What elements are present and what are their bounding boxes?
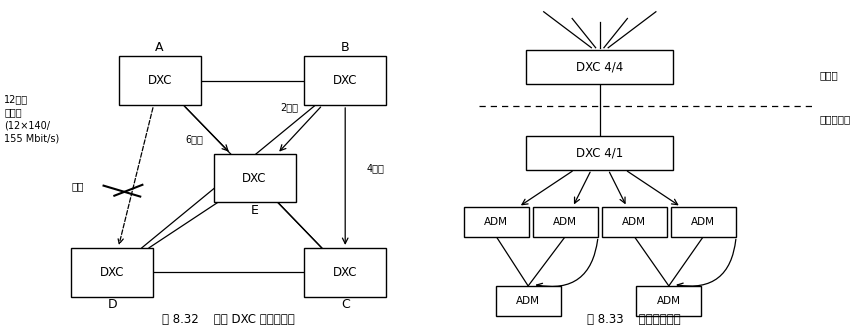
Text: ADM: ADM xyxy=(622,217,646,227)
Text: 长途网: 长途网 xyxy=(820,71,839,81)
Text: ADM: ADM xyxy=(691,217,715,227)
Text: DXC: DXC xyxy=(243,172,267,184)
Bar xyxy=(526,50,673,84)
Text: ADM: ADM xyxy=(516,296,540,306)
Bar xyxy=(305,248,387,296)
Bar xyxy=(671,207,735,237)
Text: 6单位: 6单位 xyxy=(186,134,203,144)
Text: 4单位: 4单位 xyxy=(367,163,384,173)
Text: A: A xyxy=(155,41,164,54)
Text: ADM: ADM xyxy=(553,217,577,227)
Bar xyxy=(305,56,387,105)
Text: DXC: DXC xyxy=(100,266,124,279)
Text: ADM: ADM xyxy=(657,296,681,306)
Bar xyxy=(214,154,295,202)
Text: 切断: 切断 xyxy=(72,181,84,192)
Text: DXC: DXC xyxy=(333,74,357,87)
Text: DXC 4/1: DXC 4/1 xyxy=(576,146,623,159)
Bar xyxy=(495,286,560,316)
Text: D: D xyxy=(107,298,117,311)
Text: C: C xyxy=(341,298,350,311)
Text: B: B xyxy=(341,41,350,54)
Text: 图 8.33    混合保护结构: 图 8.33 混合保护结构 xyxy=(588,313,681,326)
Text: 12单位
业务量
(12×140/
155 Mbit/s): 12单位 业务量 (12×140/ 155 Mbit/s) xyxy=(4,94,60,144)
Bar xyxy=(533,207,597,237)
Bar xyxy=(119,56,200,105)
Text: DXC 4/4: DXC 4/4 xyxy=(576,61,623,74)
Text: ADM: ADM xyxy=(484,217,508,227)
Text: 局间中继网: 局间中继网 xyxy=(820,114,851,124)
Text: DXC: DXC xyxy=(148,74,172,87)
Bar xyxy=(526,136,673,170)
Bar xyxy=(464,207,528,237)
Text: E: E xyxy=(250,204,259,217)
Text: DXC: DXC xyxy=(333,266,357,279)
Text: 图 8.32    利用 DXC 的保护结构: 图 8.32 利用 DXC 的保护结构 xyxy=(162,313,295,326)
Bar xyxy=(602,207,666,237)
Bar xyxy=(636,286,701,316)
Text: 2单位: 2单位 xyxy=(280,102,298,113)
Bar xyxy=(71,248,153,296)
